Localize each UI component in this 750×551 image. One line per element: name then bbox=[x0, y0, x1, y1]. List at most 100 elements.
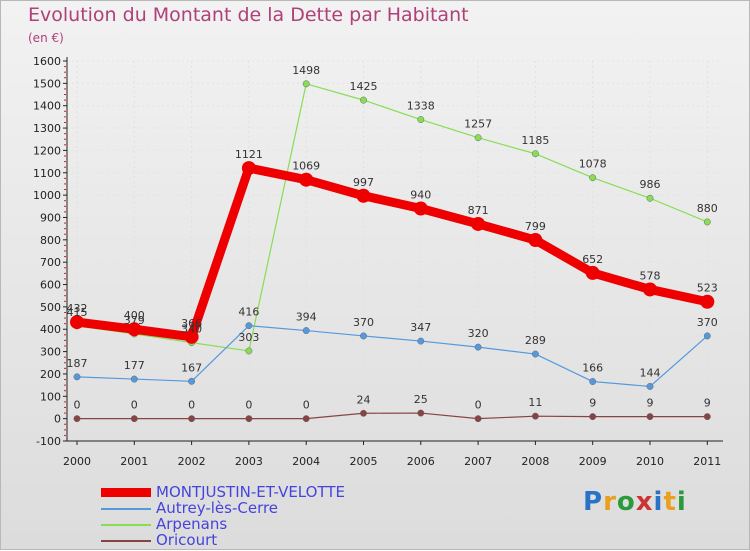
legend-swatch-montjustin bbox=[101, 488, 151, 497]
y-tick-label: 400 bbox=[40, 323, 61, 336]
data-label-3: 0 bbox=[131, 399, 138, 412]
data-point-2 bbox=[703, 218, 711, 226]
proxiti-logo[interactable]: Proxiti bbox=[583, 487, 687, 517]
data-point-2 bbox=[646, 194, 654, 202]
data-point-3 bbox=[474, 415, 482, 423]
data-point-0 bbox=[585, 265, 600, 280]
legend-label-oricourt: Oricourt bbox=[156, 531, 218, 549]
y-tick-label: 1300 bbox=[33, 122, 61, 135]
data-label-1: 166 bbox=[582, 362, 603, 375]
y-tick-label: 1200 bbox=[33, 144, 61, 157]
data-label-1: 320 bbox=[468, 327, 489, 340]
logo-letter: i bbox=[653, 487, 664, 517]
y-tick-label: 1400 bbox=[33, 100, 61, 113]
data-label-3: 0 bbox=[475, 399, 482, 412]
data-point-2 bbox=[531, 150, 539, 158]
data-point-1 bbox=[703, 332, 711, 340]
logo-letter: x bbox=[635, 487, 654, 517]
data-point-2 bbox=[245, 347, 253, 355]
y-tick-label: 1000 bbox=[33, 189, 61, 202]
data-label-1: 187 bbox=[67, 357, 88, 370]
data-label-3: 0 bbox=[188, 399, 195, 412]
data-label-0: 523 bbox=[697, 282, 718, 295]
y-tick-label: 200 bbox=[40, 368, 61, 381]
x-tick-label: 2002 bbox=[178, 455, 206, 468]
data-label-0: 799 bbox=[525, 220, 546, 233]
data-point-2 bbox=[302, 80, 310, 88]
data-label-0: 997 bbox=[353, 176, 374, 189]
data-label-3: 25 bbox=[414, 393, 428, 406]
data-point-3 bbox=[646, 413, 654, 421]
data-point-0 bbox=[70, 315, 84, 330]
data-point-1 bbox=[73, 373, 81, 381]
data-label-0: 1069 bbox=[292, 160, 320, 173]
data-point-0 bbox=[528, 233, 543, 248]
data-point-1 bbox=[531, 350, 539, 358]
data-label-3: 0 bbox=[74, 399, 81, 412]
y-tick-label: 1100 bbox=[33, 167, 61, 180]
data-point-3 bbox=[703, 413, 711, 421]
y-tick-label: 700 bbox=[40, 256, 61, 269]
data-label-2: 1498 bbox=[292, 64, 320, 77]
data-label-1: 177 bbox=[124, 359, 145, 372]
data-point-2 bbox=[589, 174, 597, 182]
series-line-2 bbox=[76, 83, 708, 352]
y-tick-label: 600 bbox=[40, 279, 61, 292]
data-label-0: 871 bbox=[468, 204, 489, 217]
data-label-0: 940 bbox=[410, 189, 431, 202]
data-label-2: 1425 bbox=[350, 80, 378, 93]
data-point-2 bbox=[417, 116, 425, 124]
data-point-1 bbox=[188, 377, 196, 385]
data-label-1: 347 bbox=[410, 321, 431, 334]
chart-subtitle: (en €) bbox=[28, 31, 64, 45]
data-point-3 bbox=[589, 413, 597, 421]
data-point-0 bbox=[241, 161, 256, 176]
data-point-0 bbox=[700, 294, 715, 309]
data-label-2: 1078 bbox=[579, 158, 607, 171]
y-tick-label: 300 bbox=[40, 346, 61, 359]
data-label-2: 986 bbox=[640, 178, 661, 191]
data-label-2: 340 bbox=[181, 323, 202, 336]
data-point-0 bbox=[471, 216, 486, 231]
data-point-0 bbox=[127, 322, 142, 337]
data-point-1 bbox=[474, 343, 482, 351]
legend-label-montjustin: MONTJUSTIN-ET-VELOTTE bbox=[156, 483, 345, 501]
data-label-0: 578 bbox=[640, 269, 661, 282]
data-label-2: 1257 bbox=[464, 118, 492, 131]
x-tick-label: 2000 bbox=[63, 455, 91, 468]
data-label-3: 9 bbox=[647, 397, 654, 410]
data-label-1: 416 bbox=[238, 306, 259, 319]
logo-letter: i bbox=[676, 487, 687, 517]
legend-swatch-oricourt bbox=[101, 540, 151, 542]
x-tick-label: 2004 bbox=[292, 455, 320, 468]
data-label-1: 370 bbox=[697, 316, 718, 329]
data-label-2: 880 bbox=[697, 202, 718, 215]
x-tick-label: 2005 bbox=[350, 455, 378, 468]
data-point-0 bbox=[184, 329, 199, 344]
data-point-0 bbox=[299, 172, 314, 187]
y-tick-label: 100 bbox=[40, 390, 61, 403]
series-line-0 bbox=[72, 163, 712, 342]
data-label-3: 9 bbox=[589, 397, 596, 410]
data-point-1 bbox=[589, 378, 597, 385]
x-tick-label: 2003 bbox=[235, 455, 263, 468]
y-tick-label: 500 bbox=[40, 301, 61, 314]
logo-letter: r bbox=[603, 487, 617, 517]
y-tick-label: 1500 bbox=[33, 77, 61, 90]
data-point-3 bbox=[531, 412, 539, 420]
data-label-3: 24 bbox=[357, 393, 371, 406]
data-point-0 bbox=[413, 201, 428, 216]
data-point-3 bbox=[73, 415, 81, 423]
data-point-1 bbox=[245, 322, 253, 330]
series-lines bbox=[70, 80, 715, 423]
data-label-0: 1121 bbox=[235, 148, 263, 161]
logo-letter: t bbox=[663, 487, 677, 517]
x-tick-label: 2007 bbox=[464, 455, 492, 468]
data-label-3: 0 bbox=[303, 399, 310, 412]
data-label-3: 9 bbox=[704, 397, 711, 410]
data-point-0 bbox=[356, 188, 371, 203]
data-point-3 bbox=[245, 415, 253, 423]
data-point-3 bbox=[130, 415, 138, 423]
data-point-1 bbox=[130, 375, 138, 383]
